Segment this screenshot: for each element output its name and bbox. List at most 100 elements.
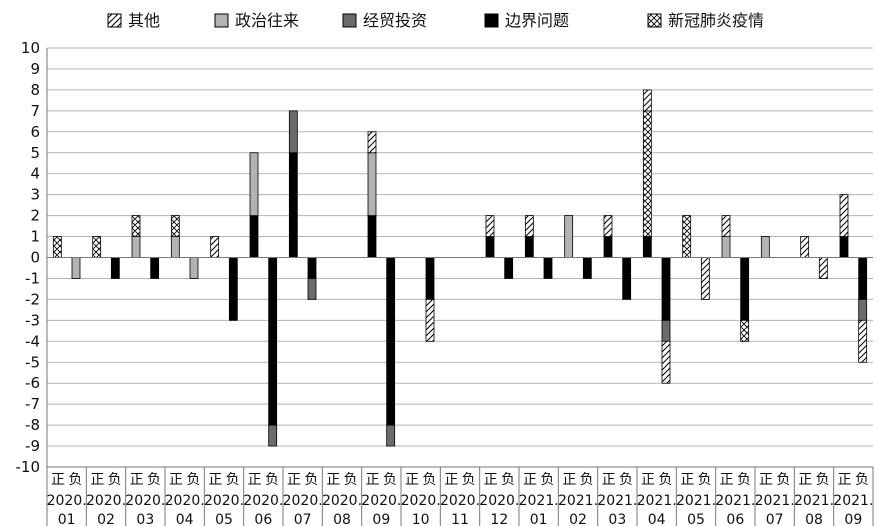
x-month-label: 2020. bbox=[322, 493, 362, 509]
bar-segment-politics-positive bbox=[131, 236, 141, 258]
bar-segment-border-positive bbox=[367, 215, 377, 258]
legend-label-trade: 经贸投资 bbox=[363, 11, 427, 30]
bar-segment-covid-positive bbox=[682, 215, 692, 258]
x-month-label: 2021. bbox=[558, 493, 598, 509]
x-month-label: 2021. bbox=[833, 493, 873, 509]
x-sublabel-negative: 负 bbox=[816, 472, 830, 488]
x-month-label: 11 bbox=[451, 512, 469, 526]
x-sublabel-negative: 负 bbox=[383, 472, 397, 488]
bar-segment-covid-positive bbox=[642, 110, 652, 237]
bar-segment-border-positive bbox=[485, 236, 495, 258]
y-tick-label: -9 bbox=[25, 437, 40, 455]
y-tick-label: 10 bbox=[21, 39, 40, 57]
bar-segment-trade-negative bbox=[268, 424, 278, 447]
x-sublabel-positive: 正 bbox=[720, 472, 734, 488]
x-month-label: 01 bbox=[530, 512, 548, 526]
x-month-label: 2021. bbox=[519, 493, 559, 509]
y-tick-label: 7 bbox=[30, 102, 40, 120]
legend-label-covid: 新冠肺炎疫情 bbox=[668, 11, 764, 30]
bar-segment-border-negative bbox=[622, 257, 632, 300]
bar-segment-politics-positive bbox=[760, 236, 770, 258]
x-sublabel-positive: 正 bbox=[680, 472, 694, 488]
bar-segment-other-positive bbox=[642, 89, 652, 112]
bar-segment-border-negative bbox=[543, 257, 553, 279]
x-sublabel-positive: 正 bbox=[248, 472, 262, 488]
x-sublabel-positive: 正 bbox=[326, 472, 340, 488]
x-month-label: 2021. bbox=[715, 493, 755, 509]
bar-segment-politics-negative bbox=[189, 257, 199, 279]
x-axis-labels: 正负2020.01正 负2020.02正 负2020.03正 负2020.04正 负20… bbox=[46, 466, 874, 526]
x-month-label: 2021. bbox=[637, 493, 677, 509]
bar-segment-politics-positive bbox=[170, 236, 180, 258]
y-tick-label: 9 bbox=[30, 60, 40, 78]
bar-segment-politics-positive bbox=[721, 236, 731, 258]
bar-segment-border-positive bbox=[249, 215, 259, 258]
y-tick-label: 6 bbox=[30, 123, 40, 141]
x-sublabel-positive: 正 bbox=[169, 472, 183, 488]
y-tick-label: 2 bbox=[30, 207, 40, 225]
legend-swatch-trade bbox=[342, 13, 357, 28]
x-sublabel-negative: 负 bbox=[776, 472, 790, 488]
x-month-label: 2021. bbox=[794, 493, 834, 509]
x-month-label: 04 bbox=[176, 512, 194, 526]
bar-segment-border-negative bbox=[740, 257, 750, 321]
x-month-label: 2020. bbox=[204, 493, 244, 509]
x-month-label: 2020. bbox=[125, 493, 165, 509]
chart-axes bbox=[46, 48, 873, 467]
x-sublabel-positive: 正 bbox=[405, 472, 419, 488]
x-month-label: 08 bbox=[333, 512, 351, 526]
x-month-label: 2021. bbox=[676, 493, 716, 509]
x-sublabel-positive: 正 bbox=[444, 472, 458, 488]
x-sublabel-positive: 正 bbox=[366, 472, 380, 488]
x-month-label: 2021. bbox=[597, 493, 637, 509]
bar-segment-border-positive bbox=[524, 236, 534, 258]
x-month-label: 09 bbox=[844, 512, 862, 526]
bar-segment-border-negative bbox=[307, 257, 317, 279]
bar-segment-other-positive bbox=[367, 131, 377, 154]
x-sublabel-negative: 负 bbox=[698, 472, 712, 488]
bar-segment-border-negative bbox=[110, 257, 120, 279]
x-sublabel-negative: 负 bbox=[108, 472, 122, 488]
x-month-label: 2020. bbox=[47, 493, 87, 509]
bar-segment-border-negative bbox=[582, 257, 592, 279]
x-month-label: 02 bbox=[97, 512, 115, 526]
x-sublabel-positive: 正 bbox=[602, 472, 616, 488]
x-sublabel-positive: 正 bbox=[798, 472, 812, 488]
bar-segment-border-negative bbox=[386, 257, 396, 426]
x-sublabel-negative: 负 bbox=[344, 472, 358, 488]
x-sublabel-negative: 负 bbox=[147, 472, 161, 488]
x-month-label: 2020. bbox=[243, 493, 283, 509]
bar-segment-other-positive bbox=[800, 236, 810, 258]
bar-segment-border-negative bbox=[425, 257, 435, 300]
y-tick-label: 1 bbox=[30, 228, 40, 246]
bar-segment-other-positive bbox=[721, 215, 731, 237]
legend-swatch-border bbox=[484, 13, 499, 28]
y-tick-label: -10 bbox=[16, 458, 41, 476]
x-month-label: 2020. bbox=[479, 493, 519, 509]
x-sublabel-negative: 负 bbox=[304, 472, 318, 488]
x-month-label: 08 bbox=[805, 512, 823, 526]
bar-segment-trade-negative bbox=[858, 298, 868, 321]
x-month-label: 02 bbox=[569, 512, 587, 526]
x-month-label: 01 bbox=[58, 512, 76, 526]
y-tick-label: 0 bbox=[30, 249, 40, 267]
x-month-label: 03 bbox=[136, 512, 154, 526]
bar-segment-other-negative bbox=[700, 257, 710, 300]
chart-bars bbox=[52, 89, 868, 447]
legend-label-politics: 政治往来 bbox=[235, 11, 299, 30]
x-sublabel-negative: 负 bbox=[580, 472, 594, 488]
x-month-label: 2020. bbox=[361, 493, 401, 509]
bar-segment-trade-negative bbox=[307, 278, 317, 300]
x-sublabel-positive: 正 bbox=[523, 472, 537, 488]
x-month-label: 06 bbox=[726, 512, 744, 526]
bar-segment-trade-negative bbox=[661, 319, 671, 342]
bar-segment-other-positive bbox=[524, 215, 534, 237]
x-month-label: 10 bbox=[412, 512, 430, 526]
y-tick-label: 4 bbox=[30, 165, 40, 183]
bar-segment-trade-negative bbox=[386, 424, 396, 447]
bar-segment-border-positive bbox=[642, 236, 652, 258]
x-month-label: 07 bbox=[294, 512, 312, 526]
bar-segment-border-negative bbox=[268, 257, 278, 426]
bar-segment-other-negative bbox=[858, 319, 868, 363]
